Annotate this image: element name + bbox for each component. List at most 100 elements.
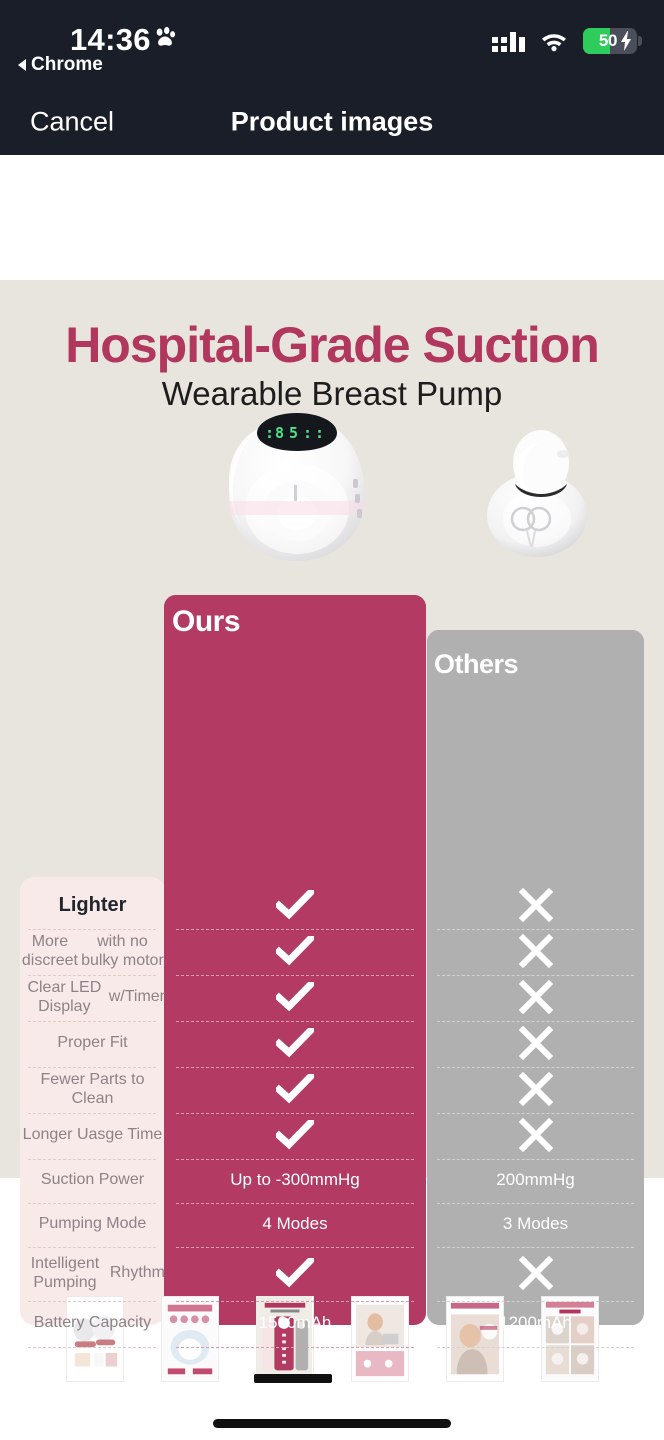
others-cross-icon [427,1066,644,1112]
battery-percent-label: 50 [598,31,618,50]
promo-subhead: Wearable Breast Pump [161,375,503,412]
row-separator [437,1021,634,1022]
others-cross-icon [427,974,644,1020]
cellular-signal-icon [492,30,525,52]
ours-check-icon [164,1020,426,1066]
others-value: 200mmHg [496,1170,575,1189]
promo-headline: Hospital-Grade Suction [65,317,600,373]
row-separator [28,1301,156,1302]
others-cross-icon [427,1246,644,1300]
thumbnail-strip[interactable] [0,1296,664,1388]
others-value: 3 Modes [502,1214,569,1233]
feature-label-column [20,877,165,1325]
page-title: Product images [230,106,434,136]
battery-indicator: 50 [583,28,637,54]
row-separator [176,1347,414,1348]
status-indicators: 50 [492,28,642,54]
row-separator [176,1203,414,1204]
ours-value: 1500mAh [258,1313,332,1332]
svg-text::: : [315,424,324,442]
back-triangle-icon [18,59,26,71]
thumbnail-more-hidden-in-bra[interactable] [445,1296,504,1382]
row-separator [28,975,156,976]
row-separator [437,1247,634,1248]
feature-label: Fewer Parts to Clean [40,1070,145,1107]
others-cross-icon [427,1020,644,1066]
row-separator [176,929,414,930]
row-separator [437,1113,634,1114]
row-separator [28,929,156,930]
row-separator [437,1067,634,1068]
row-separator [176,1301,414,1302]
ours-check-icon [164,1246,426,1300]
row-separator [28,1021,156,1022]
row-separator [437,1203,634,1204]
ours-product-image: :8 5:: [229,413,365,561]
ours-check-icon [164,974,426,1020]
feature-label: Suction Power [40,1171,145,1189]
row-separator [28,1113,156,1114]
back-to-chrome-button[interactable]: Chrome [18,54,103,76]
row-separator [437,929,634,930]
feature-label: Lighter [58,894,127,916]
row-separator [28,1067,156,1068]
thumbnail-mom-laptop[interactable] [350,1296,409,1382]
row-separator [28,1347,156,1348]
row-separator [28,1247,156,1248]
feature-label: Pumping Mode [38,1215,147,1233]
nav-bar: Cancel Product images [0,88,664,155]
selected-thumbnail-indicator [254,1374,332,1383]
feature-label: Longer Uasge Time [22,1126,163,1144]
ours-check-icon [164,1066,426,1112]
product-image-panel[interactable]: Hospital-Grade Suction Wearable Breast P… [0,280,664,1348]
svg-text:5: 5 [289,424,298,442]
home-indicator [213,1419,451,1428]
feature-label: More discreet with no bulky motor [21,932,164,969]
ours-card-header [164,595,426,765]
row-separator [437,1159,634,1160]
others-badge: Others [434,649,519,679]
feature-label: Clear LED Display w/Timer [27,978,165,1015]
others-card-header [427,630,644,765]
ours-check-icon [164,928,426,974]
thumbnail-pump-pair[interactable] [65,1296,124,1382]
feature-label: Intelligent Pumping Rhythm [30,1254,165,1291]
row-separator [176,1067,414,1068]
others-cross-icon [427,928,644,974]
ours-check-icon [164,882,426,928]
row-separator [437,1301,634,1302]
ours-check-icon [164,1112,426,1158]
row-separator [176,1021,414,1022]
comparison-table: :8 5:: [0,413,664,1348]
row-separator [176,1113,414,1114]
row-separator [437,1347,634,1348]
ours-value: 4 Modes [262,1214,328,1233]
battery-cap [638,36,642,46]
row-separator [437,975,634,976]
others-product-image [487,430,587,557]
ours-badge: Ours [172,605,241,638]
row-separator [176,975,414,976]
feature-label: Battery Capacity [33,1314,152,1332]
back-app-label: Chrome [31,54,103,75]
status-bar: 14:36 Chrome [0,0,664,88]
svg-text::: : [265,424,274,442]
row-separator [28,1203,156,1204]
others-value: 1200mAh [499,1313,572,1332]
row-separator [28,1159,156,1160]
charging-bolt-icon [621,31,631,51]
wifi-icon [542,34,566,52]
row-separator [176,1159,414,1160]
paw-icon [156,26,176,46]
thumbnail-hospital-grade-suction[interactable] [255,1296,314,1382]
others-cross-icon [427,882,644,928]
row-separator [176,1247,414,1248]
svg-text:8: 8 [275,424,284,442]
thumbnail-high-milk-efficiency[interactable] [160,1296,219,1382]
ours-value: Up to -300mmHg [230,1170,360,1189]
comparison-rows: Lighter More discreet with no bulky motor C… [0,425,664,1348]
thumbnail-discreet-pumping-grid[interactable] [540,1296,599,1382]
status-time: 14:36 [70,22,151,57]
cancel-button[interactable]: Cancel [30,106,115,136]
